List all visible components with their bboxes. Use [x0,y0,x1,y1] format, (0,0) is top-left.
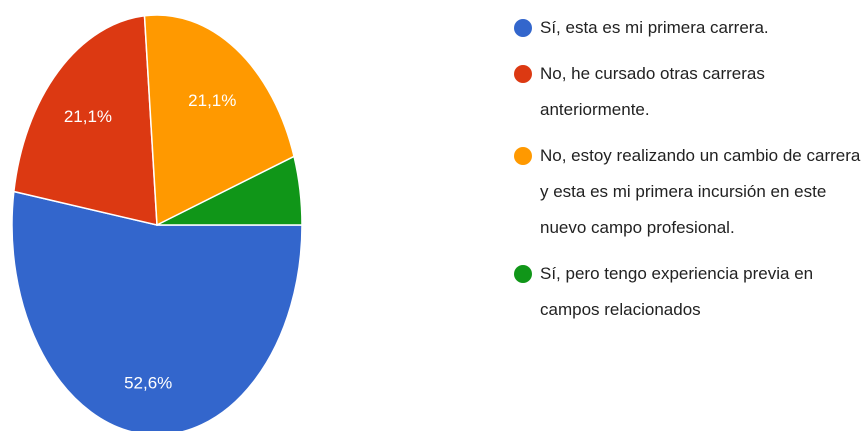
slice-label: 21,1% [64,107,112,126]
legend: Sí, esta es mi primera carrera. No, he cu… [512,10,862,338]
legend-swatch [514,147,532,165]
pie-slice [13,14,158,226]
legend-item: No, he cursado otras carreras anteriorme… [512,56,862,128]
slice-label: 21,1% [188,91,236,110]
legend-label: Sí, pero tengo experiencia previa en cam… [540,264,814,319]
pie-slice [156,155,303,226]
legend-label: No, estoy realizando un cambio de carrer… [540,146,861,237]
slice-label: 52,6% [124,374,172,393]
legend-item: Sí, esta es mi primera carrera. [512,10,862,46]
pie-slice [143,14,295,227]
legend-swatch [514,19,532,37]
legend-label: No, he cursado otras carreras anteriorme… [540,64,765,119]
pie-slice [11,190,303,431]
legend-item: No, estoy realizando un cambio de carrer… [512,138,862,246]
legend-swatch [514,65,532,83]
legend-item: Sí, pero tengo experiencia previa en cam… [512,256,862,328]
legend-label: Sí, esta es mi primera carrera. [540,18,769,37]
legend-swatch [514,265,532,283]
